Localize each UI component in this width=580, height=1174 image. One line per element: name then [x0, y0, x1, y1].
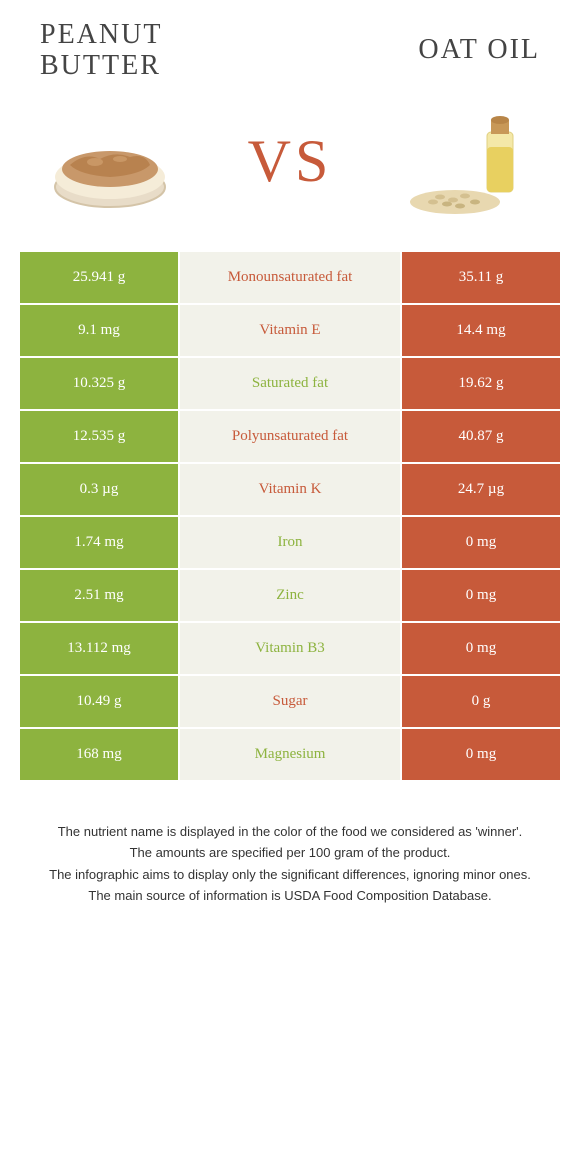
left-value: 1.74 mg	[20, 517, 180, 570]
right-value: 24.7 µg	[400, 464, 560, 517]
right-food-title: Oat oil	[418, 35, 540, 66]
right-value: 0 g	[400, 676, 560, 729]
left-value: 168 mg	[20, 729, 180, 782]
images-row: VS	[0, 92, 580, 252]
right-value: 0 mg	[400, 570, 560, 623]
nutrient-label: Monounsaturated fat	[180, 252, 400, 305]
header: Peanut butter Oat oil	[0, 0, 580, 92]
right-value: 40.87 g	[400, 411, 560, 464]
left-value: 10.49 g	[20, 676, 180, 729]
nutrient-label: Iron	[180, 517, 400, 570]
footnote-line: The infographic aims to display only the…	[30, 865, 550, 885]
table-row: 10.325 gSaturated fat19.62 g	[20, 358, 560, 411]
nutrient-label: Zinc	[180, 570, 400, 623]
left-value: 10.325 g	[20, 358, 180, 411]
footnote-line: The amounts are specified per 100 gram o…	[30, 843, 550, 863]
footnote-line: The main source of information is USDA F…	[30, 886, 550, 906]
right-value: 0 mg	[400, 517, 560, 570]
table-row: 9.1 mgVitamin E14.4 mg	[20, 305, 560, 358]
left-food-title: Peanut butter	[40, 20, 240, 82]
footnotes: The nutrient name is displayed in the co…	[30, 822, 550, 906]
table-row: 13.112 mgVitamin B30 mg	[20, 623, 560, 676]
table-row: 12.535 gPolyunsaturated fat40.87 g	[20, 411, 560, 464]
nutrient-label: Vitamin E	[180, 305, 400, 358]
peanut-butter-image	[40, 102, 180, 222]
nutrient-label: Saturated fat	[180, 358, 400, 411]
footnote-line: The nutrient name is displayed in the co…	[30, 822, 550, 842]
right-value: 14.4 mg	[400, 305, 560, 358]
left-value: 0.3 µg	[20, 464, 180, 517]
table-row: 0.3 µgVitamin K24.7 µg	[20, 464, 560, 517]
table-row: 10.49 gSugar0 g	[20, 676, 560, 729]
comparison-table: 25.941 gMonounsaturated fat35.11 g9.1 mg…	[20, 252, 560, 782]
right-value: 0 mg	[400, 729, 560, 782]
table-row: 25.941 gMonounsaturated fat35.11 g	[20, 252, 560, 305]
table-row: 2.51 mgZinc0 mg	[20, 570, 560, 623]
nutrient-label: Polyunsaturated fat	[180, 411, 400, 464]
table-row: 1.74 mgIron0 mg	[20, 517, 560, 570]
right-value: 0 mg	[400, 623, 560, 676]
table-row: 168 mgMagnesium0 mg	[20, 729, 560, 782]
nutrient-label: Vitamin B3	[180, 623, 400, 676]
nutrient-label: Vitamin K	[180, 464, 400, 517]
right-value: 19.62 g	[400, 358, 560, 411]
vs-label: VS	[248, 127, 333, 196]
right-value: 35.11 g	[400, 252, 560, 305]
oat-oil-image	[400, 102, 540, 222]
nutrient-label: Magnesium	[180, 729, 400, 782]
left-value: 9.1 mg	[20, 305, 180, 358]
left-value: 25.941 g	[20, 252, 180, 305]
left-value: 12.535 g	[20, 411, 180, 464]
nutrient-label: Sugar	[180, 676, 400, 729]
left-value: 13.112 mg	[20, 623, 180, 676]
left-value: 2.51 mg	[20, 570, 180, 623]
